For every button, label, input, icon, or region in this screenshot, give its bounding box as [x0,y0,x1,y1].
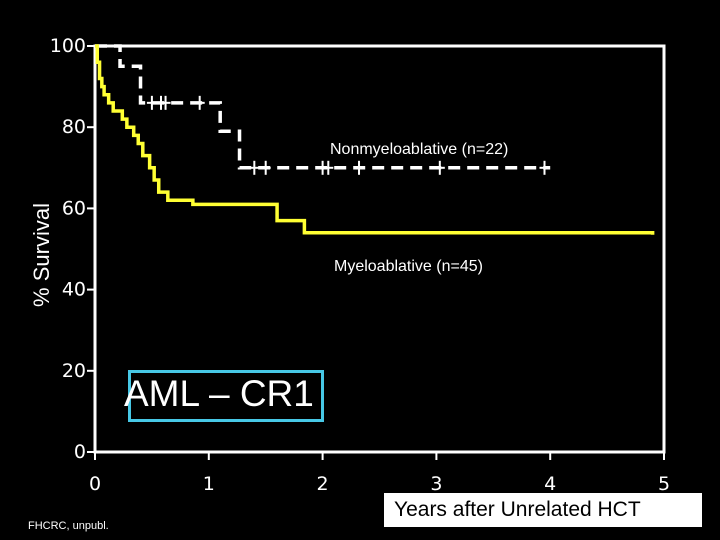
y-tick-label: 20 [62,360,86,382]
y-tick-label: 40 [62,279,86,301]
series-line-nonmyeloablative [95,44,551,170]
x-tick-label: 5 [658,473,670,495]
x-tick-label: 2 [317,473,329,495]
y-axis-ticks: 0 20 40 60 80 100 [50,35,95,463]
series-line-myeloablative [95,44,655,235]
plot-frame [93,44,666,454]
y-axis-label: % Survival [29,203,54,307]
inset-label: AML – CR1 [124,373,314,414]
y-tick-label: 80 [62,116,86,138]
y-tick-label: 100 [50,35,86,57]
y-tick-label: 0 [74,441,86,463]
y-tick-label: 60 [62,197,86,219]
x-axis-label: Years after Unrelated HCT [382,491,704,529]
series-label-nonmyeloablative: Nonmyeloablative (n=22) [330,141,508,158]
source-note: FHCRC, unpubl. [28,520,109,532]
x-axis-ticks: 0 1 2 3 4 5 [89,452,670,495]
inset-label-box [128,370,324,422]
series-layer [95,44,655,235]
x-tick-label: 4 [544,473,556,495]
series-label-myeloablative: Myeloablative (n=45) [334,258,483,275]
x-tick-label: 1 [203,473,215,495]
censor-layer [146,95,550,175]
x-tick-label: 3 [430,473,442,495]
x-tick-label: 0 [89,473,101,495]
